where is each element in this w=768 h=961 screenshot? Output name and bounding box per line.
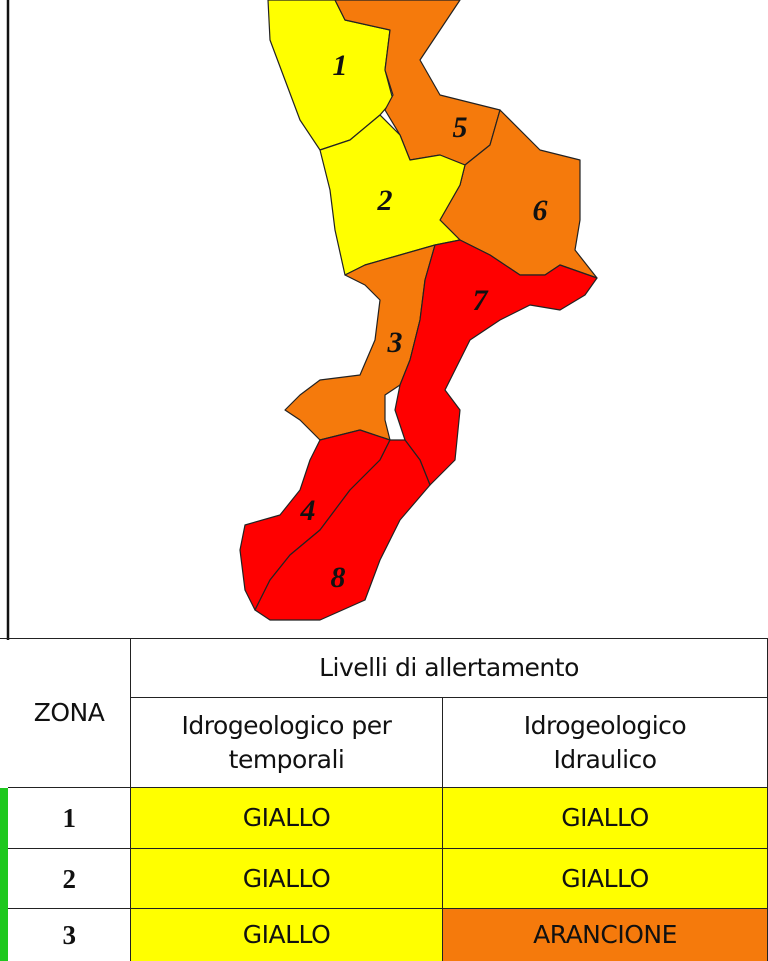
map: 1 2 3 4 5 6 7 8 — [6, 0, 598, 640]
alert-level: GIALLO — [131, 788, 443, 849]
zone-number: 3 — [8, 909, 131, 961]
zone-label: 5 — [453, 111, 468, 144]
header-zona: ZONA — [8, 639, 131, 788]
zone-label: 8 — [331, 561, 346, 594]
zone-8 — [254, 439, 431, 621]
zone-label: 7 — [473, 284, 489, 317]
alert-level: ARANCIONE — [443, 909, 768, 961]
zone-number: 1 — [8, 788, 131, 849]
alert-table: ZONA Livelli di allertamento Idrogeologi… — [0, 638, 768, 961]
zone-label: 6 — [533, 194, 548, 227]
alert-level: GIALLO — [131, 849, 443, 909]
header-group: Livelli di allertamento — [131, 639, 768, 698]
alert-level: GIALLO — [131, 909, 443, 961]
alert-level: GIALLO — [443, 788, 768, 849]
green-strip — [0, 788, 8, 961]
column-header: Idrogeologico per temporali — [131, 698, 443, 788]
zone-label: 3 — [387, 326, 403, 359]
zone-7 — [394, 239, 598, 486]
zone-2 — [319, 114, 466, 276]
zone-number: 2 — [8, 849, 131, 909]
zone-label: 1 — [333, 49, 348, 82]
zone-label: 2 — [377, 184, 393, 217]
column-header: Idrogeologico Idraulico — [443, 698, 768, 788]
zone-label: 4 — [300, 494, 316, 527]
alert-level: GIALLO — [443, 849, 768, 909]
